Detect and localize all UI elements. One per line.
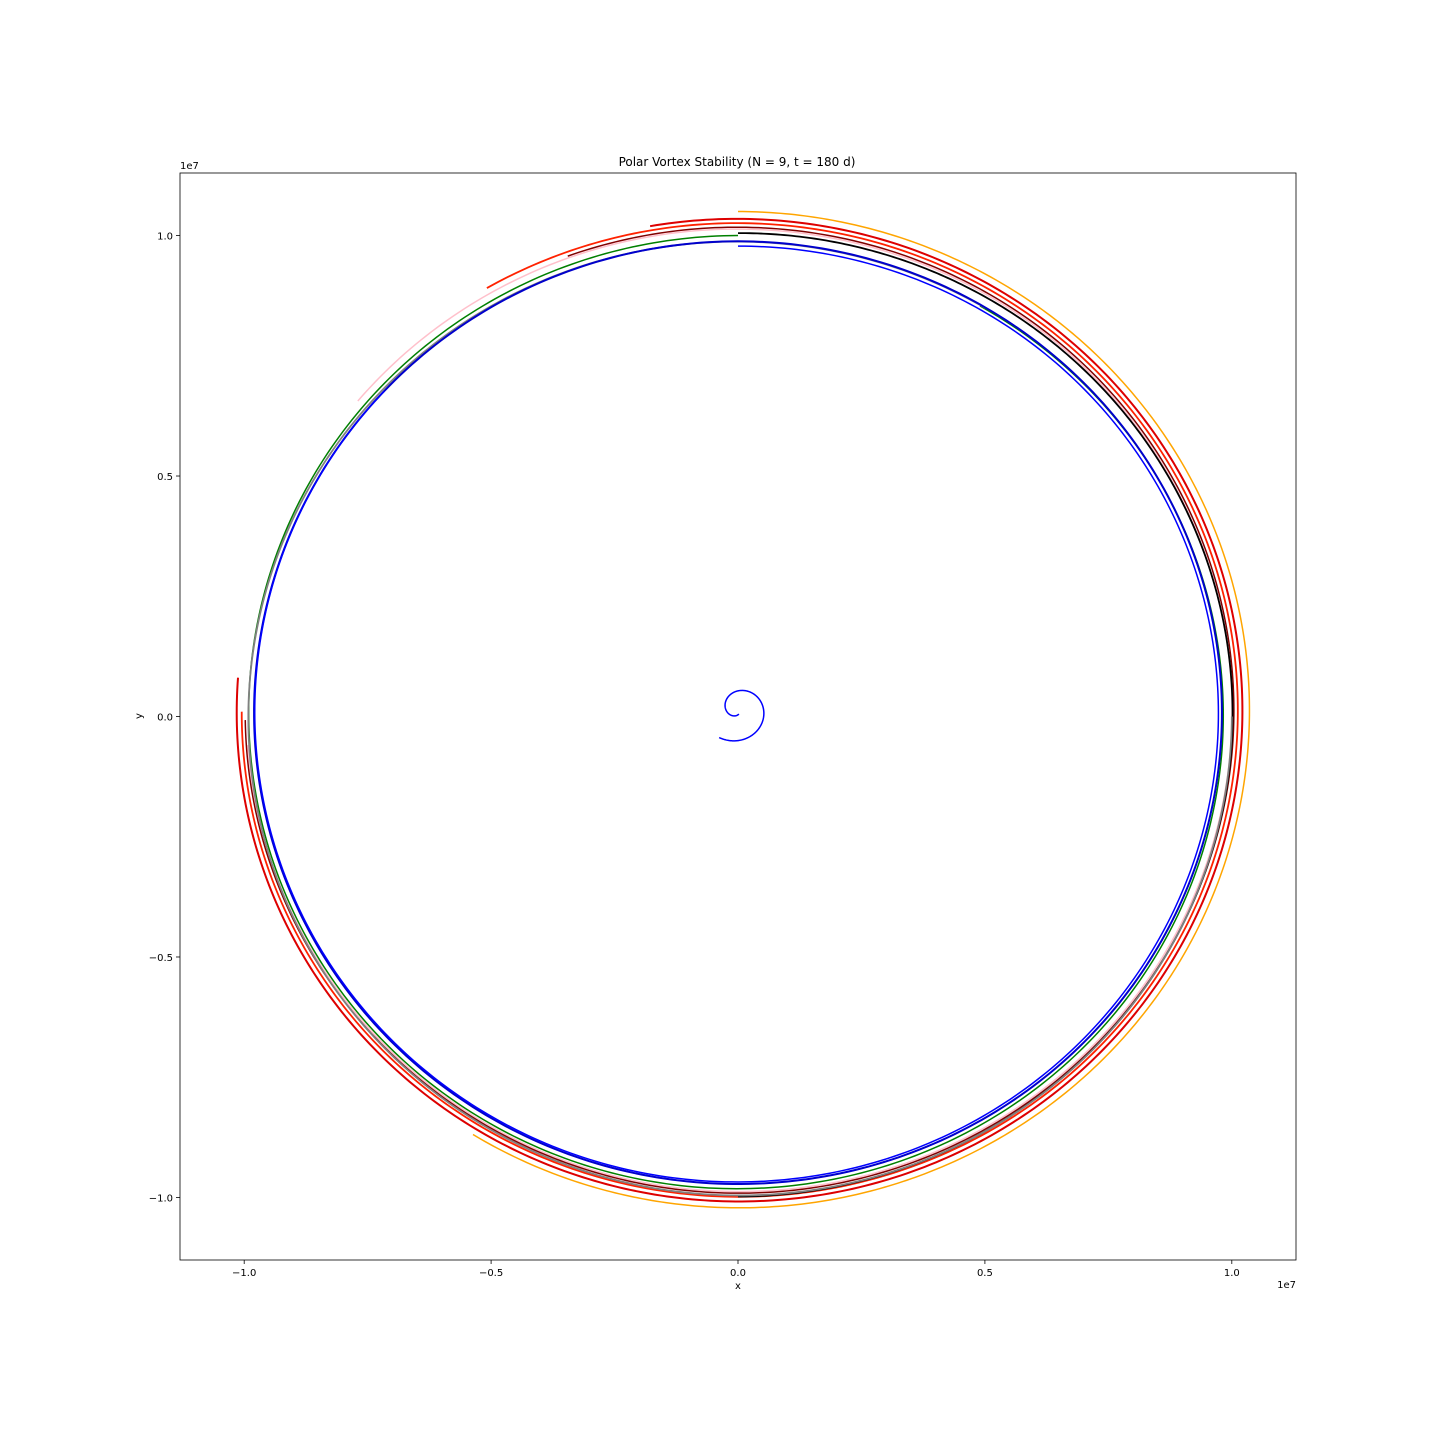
plot-area xyxy=(235,210,1251,1209)
y-tick-label: −0.5 xyxy=(149,953,173,964)
y-tick-label: 0.5 xyxy=(157,472,173,483)
trajectory-line-2 xyxy=(240,222,1239,1198)
x-tick-label: 0.5 xyxy=(977,1268,993,1279)
trajectory-line-11 xyxy=(718,689,765,742)
x-offset-label: 1e7 xyxy=(1277,1280,1296,1291)
y-tick-label: 0.0 xyxy=(157,713,173,724)
y-axis-ticks: −1.0 −0.5 0.0 0.5 1.0 xyxy=(149,232,180,1204)
x-axis-label: x xyxy=(735,1281,741,1292)
y-tick-label: 1.0 xyxy=(157,232,173,243)
x-axis-ticks: −1.0 −0.5 0.0 0.5 1.0 xyxy=(232,1260,1240,1279)
y-axis-label: y xyxy=(134,713,145,719)
x-tick-label: −1.0 xyxy=(232,1268,256,1279)
trajectory-line-1 xyxy=(472,210,1251,1209)
axes-frame xyxy=(179,172,1297,1261)
y-tick-label: −1.0 xyxy=(149,1193,173,1204)
x-tick-label: −0.5 xyxy=(479,1268,503,1279)
x-tick-label: 1.0 xyxy=(1224,1268,1240,1279)
y-offset-label: 1e7 xyxy=(180,161,199,172)
trajectory-line-10 xyxy=(254,245,1220,1183)
chart-title: Polar Vortex Stability (N = 9, t = 180 d… xyxy=(619,155,856,169)
trajectory-line-7 xyxy=(247,234,1225,1190)
trajectory-line-4 xyxy=(247,228,1233,1193)
trajectory-line-3 xyxy=(235,217,1244,1203)
trajectory-line-6 xyxy=(737,232,1234,1198)
x-tick-label: 0.0 xyxy=(730,1268,746,1279)
